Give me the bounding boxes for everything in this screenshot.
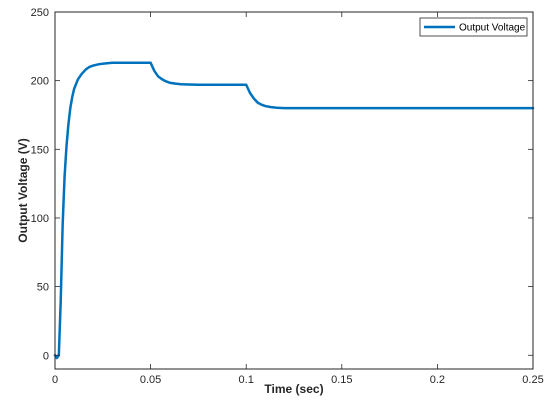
- x-axis-label: Time (sec): [264, 382, 323, 396]
- y-tick-label: 50: [37, 282, 49, 294]
- x-tick-label: 0.05: [140, 374, 161, 386]
- x-tick-label: 0.25: [522, 374, 543, 386]
- y-tick-label: 150: [31, 144, 49, 156]
- series-line-0: [53, 61, 535, 360]
- plot-frame: [54, 11, 534, 370]
- legend: Output Voltage: [419, 17, 528, 37]
- y-tick-label: 100: [31, 213, 49, 225]
- data-layer: [53, 61, 535, 360]
- x-tick-label: 0.1: [239, 374, 254, 386]
- y-tick-label: 200: [31, 76, 49, 88]
- x-tick-label: 0.15: [331, 374, 352, 386]
- ticks-layer: 0 0.05 0.1 0.15 0.2 0.25 0 50 100 150 200 250: [31, 7, 544, 386]
- x-tick-label: 0: [52, 374, 58, 386]
- legend-label: Output Voltage: [459, 23, 526, 34]
- x-tick-label: 0.2: [430, 374, 445, 386]
- plot-area: [55, 12, 533, 369]
- y-axis-label: Output Voltage (V): [16, 138, 30, 242]
- y-tick-label: 0: [43, 350, 49, 362]
- y-tick-label: 250: [31, 7, 49, 19]
- legend-box: [419, 17, 528, 37]
